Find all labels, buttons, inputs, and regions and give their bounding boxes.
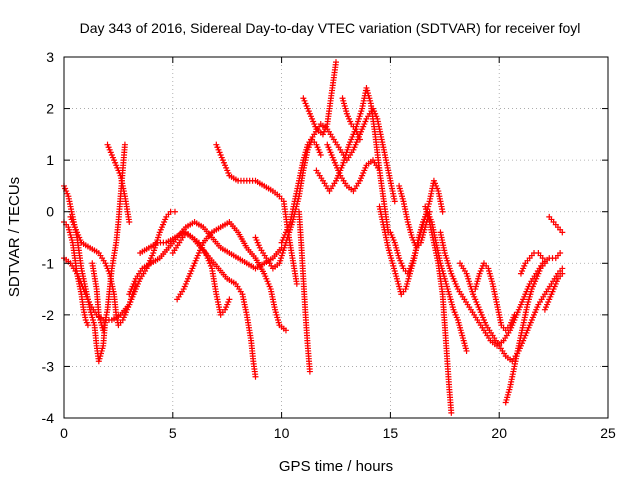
data-point	[559, 229, 566, 236]
data-point	[541, 260, 548, 267]
y-axis-label: SDTVAR / TECUs	[6, 177, 23, 297]
series	[546, 213, 566, 236]
x-axis-label: GPS time / hours	[279, 458, 393, 475]
series	[387, 177, 446, 277]
data-point	[282, 327, 289, 334]
y-tick-label: -3	[42, 358, 55, 374]
data-point	[126, 219, 133, 226]
series	[422, 203, 455, 416]
data-point	[463, 347, 470, 354]
series	[541, 270, 566, 313]
series	[324, 141, 383, 195]
y-tick-label: 1	[46, 152, 54, 168]
data-point	[539, 255, 546, 262]
series	[174, 219, 289, 334]
data-point	[306, 368, 313, 375]
series	[437, 229, 564, 349]
series	[104, 141, 133, 226]
y-tick-label: 2	[46, 101, 54, 117]
series	[169, 229, 233, 318]
data-point	[391, 198, 398, 205]
x-tick-label: 20	[491, 425, 507, 441]
data-point	[333, 59, 339, 66]
series	[472, 260, 518, 334]
data-point	[439, 208, 446, 215]
data-point	[226, 296, 233, 303]
series	[339, 95, 363, 143]
data-point	[511, 311, 518, 318]
chart-title: Day 343 of 2016, Sidereal Day-to-day VTE…	[80, 20, 581, 36]
x-tick-label: 25	[600, 425, 616, 441]
y-tick-label: 3	[46, 49, 54, 65]
data-point	[559, 265, 566, 272]
series	[89, 141, 128, 334]
series	[396, 182, 433, 251]
data-point	[317, 151, 324, 158]
x-tick-label: 10	[274, 425, 290, 441]
series	[313, 84, 392, 236]
data-point	[171, 208, 178, 215]
y-tick-label: -2	[42, 307, 55, 323]
series	[61, 182, 109, 365]
x-tick-label: 15	[383, 425, 399, 441]
series	[252, 136, 324, 272]
series	[137, 229, 259, 380]
plot-frame	[63, 56, 609, 419]
data-point	[356, 136, 363, 143]
y-tick-label: 0	[46, 204, 54, 220]
y-tick-label: -1	[42, 255, 55, 271]
series	[517, 249, 546, 277]
data-point	[121, 141, 128, 148]
series	[300, 59, 339, 138]
data-point	[293, 280, 300, 287]
x-tick-label: 0	[60, 425, 68, 441]
series	[502, 260, 548, 406]
y-tick-label: -4	[42, 410, 55, 426]
data-point	[84, 322, 91, 329]
x-tick-label: 5	[169, 425, 177, 441]
series	[296, 208, 313, 375]
axis-ticks: 0 5 10 15 20 25 -4 -3 -2 -1 0 1 2 3	[42, 49, 616, 441]
plot-points	[61, 59, 566, 416]
data-point	[557, 249, 564, 256]
data-point	[376, 167, 383, 174]
data-point	[448, 409, 455, 416]
data-point	[559, 270, 566, 277]
grid	[64, 57, 608, 418]
data-point	[252, 373, 259, 380]
